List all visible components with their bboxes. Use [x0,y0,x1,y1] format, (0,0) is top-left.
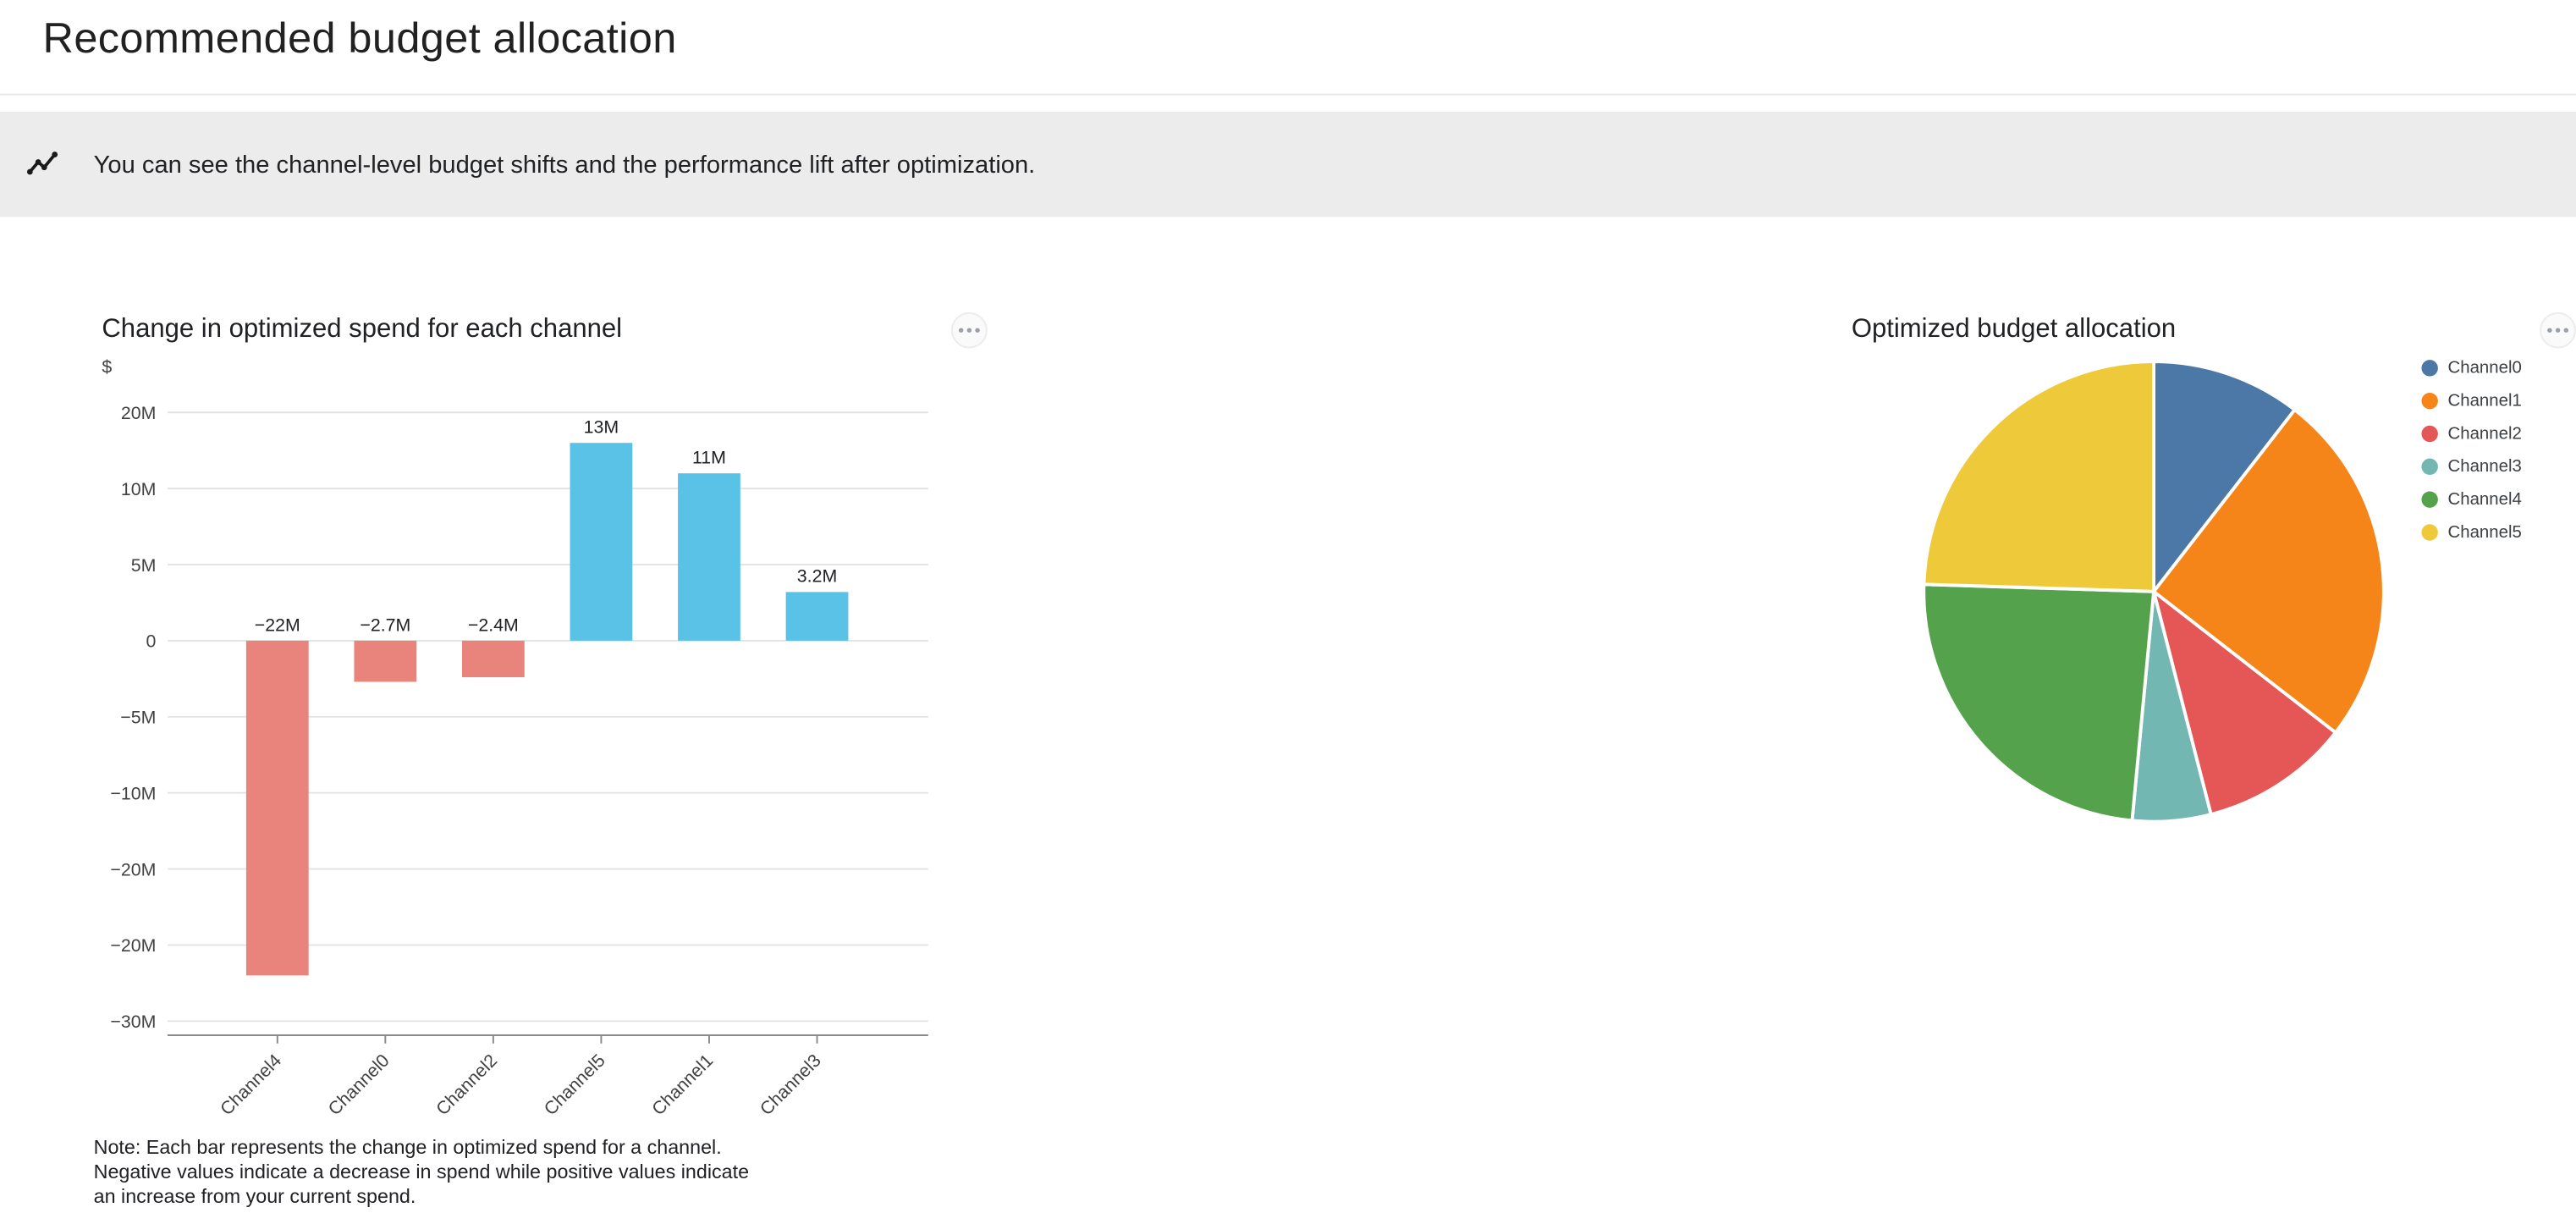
y-tick-label: 20M [121,403,157,423]
legend-swatch [2421,524,2438,541]
bar-chart-y-axis-title: $ [102,358,113,378]
pie-chart-more-options-button[interactable] [2540,312,2576,349]
legend-swatch [2421,491,2438,508]
y-tick-label: 0 [146,631,157,652]
legend-label: Channel1 [2447,391,2522,411]
x-tick-label: Channel0 [324,1050,394,1120]
more-horizontal-icon [2547,328,2569,333]
x-tick-label: Channel2 [432,1050,502,1120]
bar-value-label: 11M [692,448,726,468]
pie-chart [1922,360,2386,824]
y-tick-label: 10M [121,479,157,499]
legend-item-Channel4: Channel4 [2421,489,2522,510]
bar-Channel3[interactable] [785,592,849,641]
bar-value-label: 13M [584,417,619,438]
bar-Channel5[interactable] [570,443,633,641]
legend-item-Channel5: Channel5 [2421,522,2522,543]
legend-label: Channel5 [2447,522,2522,543]
y-tick-label: −20M [110,935,156,956]
bar-Channel2[interactable] [461,640,525,678]
legend-swatch [2421,360,2438,377]
x-tick-label: Channel1 [648,1050,718,1120]
bar-value-label: −2.7M [360,615,410,635]
legend-item-Channel0: Channel0 [2421,358,2522,378]
y-tick-label: −20M [110,859,156,879]
pie-chart-title: Optimized budget allocation [1851,315,2177,344]
insights-icon [26,152,58,175]
legend-label: Channel2 [2447,423,2522,444]
y-tick-label: −30M [110,1012,156,1032]
y-tick-label: 5M [131,555,157,576]
bar-chart: 20M 10M 5M 0 −5M −10M −20M −20M −30M −22M −2.7M −2.… [110,403,928,1120]
legend-label: Channel4 [2447,489,2522,510]
pie-slice-Channel4[interactable] [1922,582,2155,823]
banner-text: You can see the channel-level budget shi… [93,150,1036,179]
y-tick-label: −5M [120,708,156,728]
legend-item-Channel1: Channel1 [2421,391,2522,411]
legend-swatch [2421,392,2438,410]
x-tick-label: Channel3 [756,1050,825,1120]
bar-chart-more-options-button[interactable] [951,312,988,349]
pie-slice-Channel5[interactable] [1922,360,2155,593]
bar-chart-note: Note: Each bar represents the change in … [93,1135,750,1209]
legend-label: Channel3 [2447,456,2522,477]
legend-swatch [2421,458,2438,476]
pie-slice-Channel0[interactable] [2152,360,2297,593]
x-tick-label: Channel5 [540,1050,609,1120]
legend-label: Channel0 [2447,358,2522,378]
bar-Channel4[interactable] [245,640,309,976]
bar-Channel0[interactable] [354,640,417,682]
pie-legend: Channel0 Channel1 Channel2 Channel3 Channel4… [2421,358,2522,555]
page-title: Recommended budget allocation [42,13,677,63]
x-tick-label: Channel4 [217,1050,286,1120]
legend-item-Channel2: Channel2 [2421,423,2522,444]
pie-slice-Channel2[interactable] [2152,589,2337,817]
bar-Channel1[interactable] [678,473,740,641]
legend-item-Channel3: Channel3 [2421,456,2522,477]
bar-value-label: −22M [255,615,300,635]
pie-slice-Channel1[interactable] [2152,408,2386,735]
bar-value-label: −2.4M [468,615,519,635]
bar-chart-title: Change in optimized spend for each chann… [102,315,623,344]
more-horizontal-icon [958,328,980,333]
header-divider [0,93,2576,96]
legend-swatch [2421,425,2438,443]
bar-value-label: 3.2M [797,566,837,587]
info-banner: You can see the channel-level budget shi… [0,112,2576,218]
y-tick-label: −10M [110,783,156,803]
